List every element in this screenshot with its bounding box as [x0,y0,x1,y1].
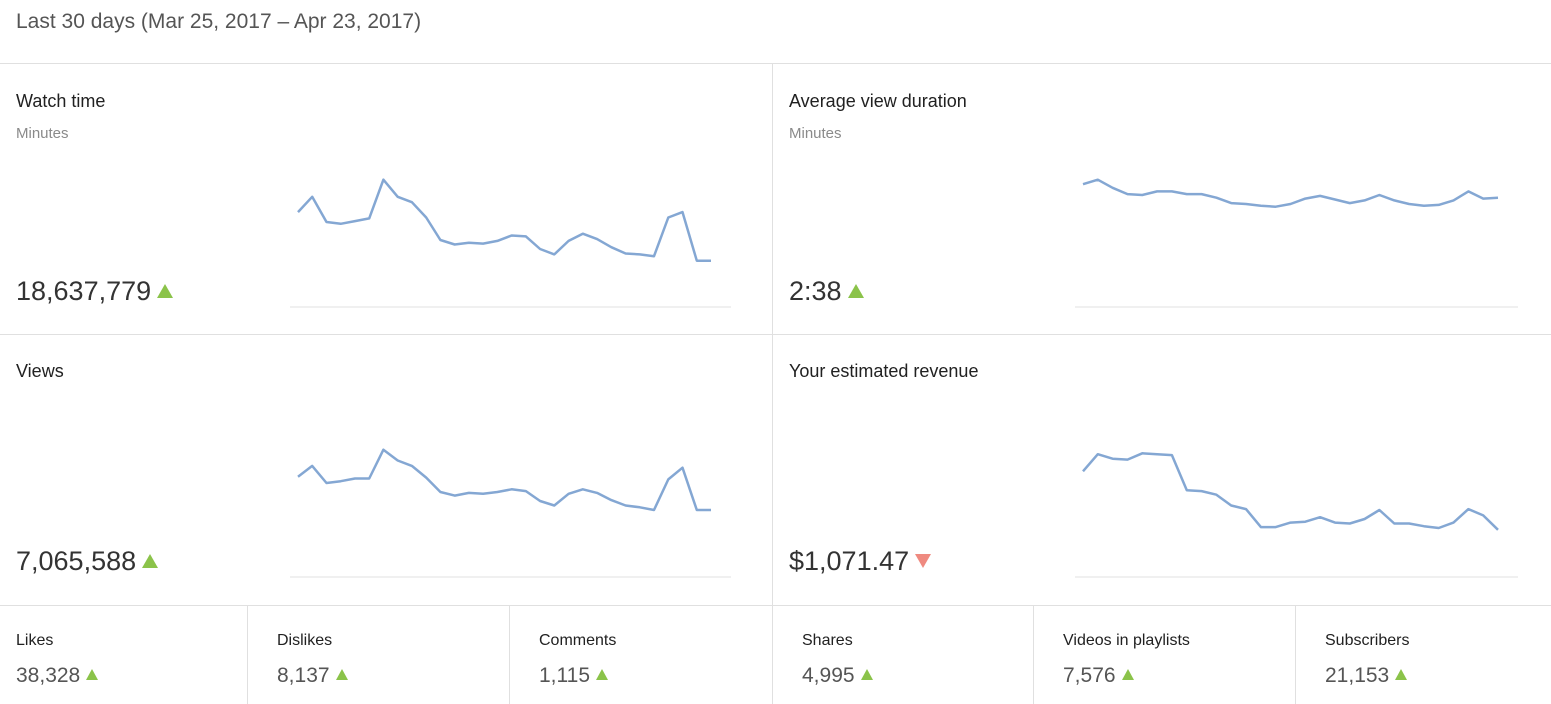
card-label: Views [16,361,64,381]
trend-up-icon [335,668,348,680]
divider [1295,606,1296,704]
stat-label: Subscribers [1325,632,1410,649]
trend-down-icon [915,553,932,568]
divider [772,64,773,704]
stat-value: 38,328 [16,664,81,687]
shares-stat[interactable]: Shares 4,995 [786,606,1033,704]
card-label: Watch time [16,91,106,111]
stat-label: Likes [16,632,54,649]
card-value-wrap: 18,637,779 [16,276,174,307]
trend-up-icon [86,668,99,680]
avg-view-duration-card[interactable]: Average view duration Minutes 2:38 [773,65,1551,334]
divider [247,606,248,704]
comments-stat[interactable]: Comments 1,115 [523,606,772,704]
revenue-card[interactable]: Your estimated revenue $1,071.47 [773,335,1551,605]
card-value: $1,071.47 [789,546,910,576]
stat-value-wrap: 38,328 [16,664,99,688]
stat-value-wrap: 1,115 [539,664,608,688]
trend-up-icon [157,283,174,298]
trend-up-icon [847,283,864,298]
stat-value-wrap: 7,576 [1063,664,1134,688]
card-value-wrap: 7,065,588 [16,546,159,577]
divider [509,606,510,704]
watch-time-sparkline [290,178,731,308]
trend-up-icon [142,553,159,568]
playlists-stat[interactable]: Videos in playlists 7,576 [1047,606,1295,704]
views-sparkline [290,448,731,578]
sparkline-series-line [297,448,711,512]
subscribers-stat[interactable]: Subscribers 21,153 [1309,606,1551,704]
trend-up-icon [596,668,608,680]
card-value: 7,065,588 [16,546,137,576]
stat-label: Shares [802,632,853,649]
card-label: Average view duration [789,91,967,111]
stat-value: 4,995 [802,664,855,687]
views-card[interactable]: Views 7,065,588 [0,335,772,605]
revenue-sparkline [1075,452,1518,578]
avg-view-duration-sparkline [1075,178,1518,308]
stat-value: 21,153 [1325,664,1390,687]
sparkline-series-line [297,178,711,262]
sparkline-series-line [1082,178,1499,208]
stat-label: Dislikes [277,632,333,649]
card-value: 18,637,779 [16,276,152,306]
date-range-title: Last 30 days (Mar 25, 2017 – Apr 23, 201… [16,10,422,33]
stat-value-wrap: 4,995 [802,664,873,688]
stat-label: Comments [539,632,617,649]
stat-value: 8,137 [277,664,330,687]
card-label: Your estimated revenue [789,361,979,381]
date-range-header: Last 30 days (Mar 25, 2017 – Apr 23, 201… [0,0,1551,64]
stat-value-wrap: 21,153 [1325,664,1408,688]
likes-stat[interactable]: Likes 38,328 [0,606,247,704]
card-value-wrap: 2:38 [789,276,864,307]
divider [0,605,1551,606]
trend-up-icon [860,668,873,680]
card-value-wrap: $1,071.47 [789,546,932,577]
stat-label: Videos in playlists [1063,632,1190,649]
stat-value: 7,576 [1063,664,1116,687]
watch-time-card[interactable]: Watch time Minutes 18,637,779 [0,65,772,334]
divider [0,334,1551,335]
card-value: 2:38 [789,276,842,306]
stat-value-wrap: 8,137 [277,664,348,688]
dislikes-stat[interactable]: Dislikes 8,137 [261,606,509,704]
card-unit: Minutes [16,125,69,142]
trend-up-icon [1121,668,1134,680]
trend-up-icon [1395,668,1408,680]
stat-value: 1,115 [539,664,590,687]
card-unit: Minutes [789,125,842,142]
sparkline-series-line [1082,452,1499,531]
divider [1033,606,1034,704]
